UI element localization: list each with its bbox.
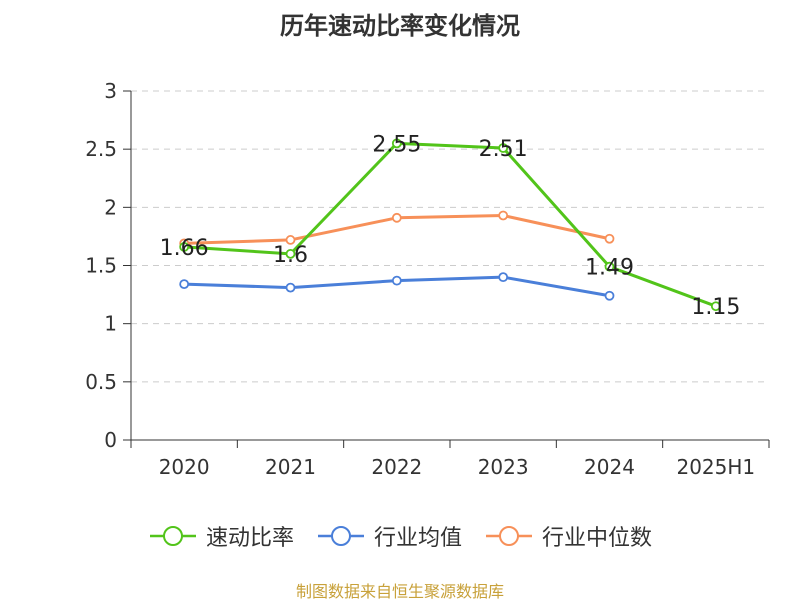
legend-label: 行业均值 <box>373 526 462 551</box>
legend-swatch <box>486 526 532 546</box>
y-tick-label: 0 <box>104 428 117 452</box>
data-label: 1.49 <box>585 256 634 281</box>
legend-label: 速动比率 <box>205 526 294 551</box>
data-point <box>285 282 296 293</box>
data-point <box>391 275 402 286</box>
y-tick-label: 0.5 <box>85 370 117 394</box>
data-point <box>285 248 296 259</box>
chart-title: 历年速动比率变化情况 <box>280 12 520 40</box>
data-point <box>604 290 615 301</box>
data-point <box>498 210 509 221</box>
legend-swatch <box>149 526 196 546</box>
x-tick-label: 2020 <box>159 455 210 479</box>
data-point <box>604 261 615 272</box>
data-point <box>498 143 509 153</box>
x-tick-label: 2024 <box>584 455 635 479</box>
data-point <box>498 272 509 283</box>
legend-label: 行业中位数 <box>542 526 653 551</box>
y-tick-label: 1 <box>104 312 117 336</box>
x-tick-label: 2021 <box>265 455 316 479</box>
data-label: 1.66 <box>160 236 209 261</box>
data-label: 2.55 <box>372 132 421 157</box>
y-tick-label: 2 <box>104 195 117 219</box>
x-tick-label: 2025H1 <box>676 455 755 479</box>
x-tick-label: 2023 <box>478 455 529 479</box>
legend-swatch <box>317 526 364 546</box>
data-point <box>710 301 721 312</box>
data-point <box>179 279 190 290</box>
y-tick-label: 2.5 <box>85 137 117 161</box>
y-tick-label: 3 <box>104 79 117 103</box>
data-point <box>604 233 615 244</box>
legend-item[interactable]: 行业均值 <box>316 520 462 552</box>
data-label: 2.51 <box>479 137 528 162</box>
legend: 速动比率 行业均值 行业中位数 <box>0 520 800 552</box>
data-point <box>391 138 402 149</box>
grid-lines <box>131 90 769 383</box>
data-point <box>179 241 190 252</box>
legend-item[interactable]: 行业中位数 <box>484 520 652 552</box>
series-line <box>184 141 717 308</box>
y-tick-label: 1.5 <box>85 254 117 278</box>
axes: 0 0.5 1 1.5 2 2.5 3 2020 2021 2022 2023 2024 2025H1 <box>85 79 770 479</box>
data-labels: 1.66 1.6 2.55 2.51 1.49 1.15 <box>160 132 741 320</box>
legend-item[interactable]: 速动比率 <box>148 520 294 552</box>
series-lines <box>179 138 721 312</box>
data-label: 1.6 <box>273 243 308 268</box>
data-point <box>391 212 402 223</box>
data-label: 1.15 <box>691 295 740 320</box>
source-note: 制图数据来自恒生聚源数据库 <box>295 582 504 601</box>
x-tick-label: 2022 <box>371 455 422 479</box>
data-point <box>285 235 296 245</box>
